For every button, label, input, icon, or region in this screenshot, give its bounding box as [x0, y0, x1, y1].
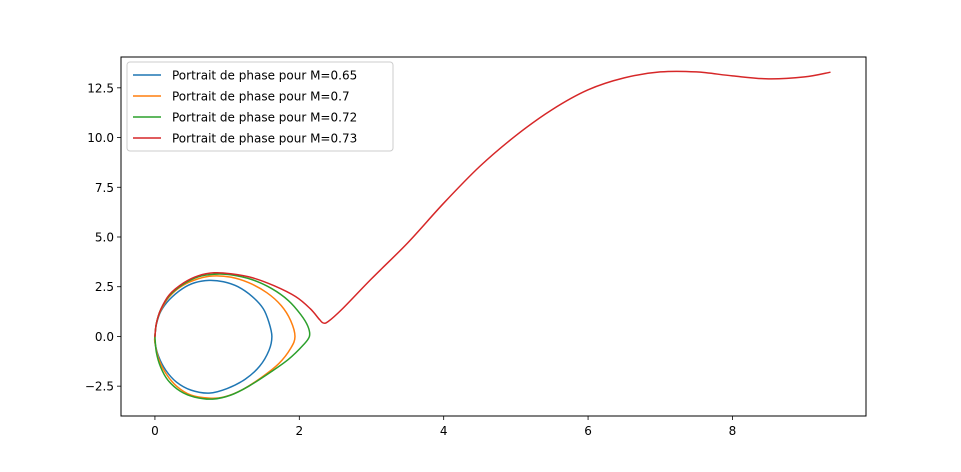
series-line-3	[154, 273, 311, 400]
y-tick-label: −2.5	[85, 380, 114, 394]
x-tick-label: 2	[295, 424, 303, 438]
y-tick-label: 0.0	[95, 330, 114, 344]
legend-box	[126, 61, 394, 152]
x-tick-label: 4	[440, 424, 448, 438]
legend-label: Portrait de phase pour M=0.65	[172, 69, 357, 83]
y-tick-label: 10.0	[87, 131, 114, 145]
axes-frame	[120, 56, 867, 417]
y-tick-label: 12.5	[87, 81, 114, 95]
legend: Portrait de phase pour M=0.65 Portrait de…	[126, 61, 394, 152]
legend-label: Portrait de phase pour M=0.73	[172, 132, 357, 146]
legend-label: Portrait de phase pour M=0.7	[172, 90, 350, 104]
y-tick-label: 7.5	[95, 181, 114, 195]
x-tick-label: 0	[151, 424, 159, 438]
series-line-4	[154, 70, 831, 338]
x-tick-label: 8	[729, 424, 737, 438]
y-axis: −2.5 0.0 2.5 5.0 7.5 10.0 12.5	[85, 81, 121, 394]
series-lines	[153, 70, 831, 400]
legend-label: Portrait de phase pour M=0.72	[172, 111, 357, 125]
series-line-2	[153, 275, 296, 400]
y-tick-label: 5.0	[95, 230, 114, 244]
y-tick-label: 2.5	[95, 280, 114, 294]
x-axis: 0 2 4 6 8	[151, 416, 736, 438]
x-tick-label: 6	[584, 424, 592, 438]
series-line-1	[153, 279, 273, 394]
